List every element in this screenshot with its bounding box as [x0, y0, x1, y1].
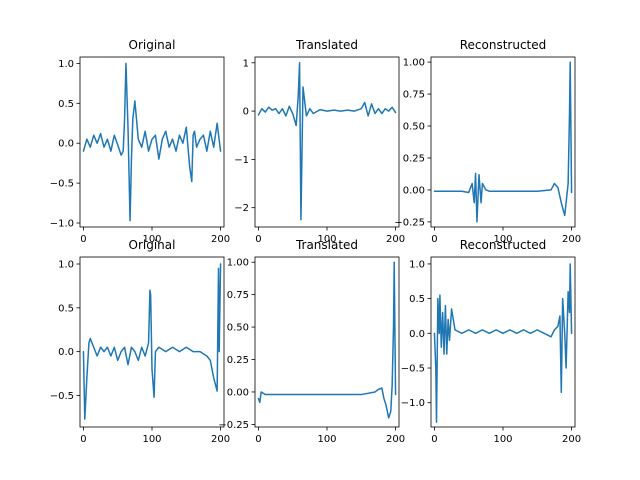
subplot-4: 0 100 200 −0.5 0.0 0.5 1.0 Original: [50, 238, 230, 445]
x-tick-label: 100: [493, 434, 512, 445]
subplot-6: 0 100 200 −1.0 −0.5 0.0 0.5 1.0 Reconstructed: [401, 238, 581, 445]
y-tick-label: 0.50: [403, 122, 425, 133]
subplot-4-series-line: [82, 263, 222, 420]
y-tick-label: 0.5: [58, 303, 74, 314]
y-tick-label: −1.0: [50, 219, 74, 230]
y-tick-label: 0.00: [403, 185, 425, 196]
x-tick-label: 100: [493, 234, 512, 245]
subplot-3-series-line: [433, 61, 573, 223]
subplot-4-title: Original: [129, 238, 176, 252]
y-tick-label: 0.0: [409, 329, 425, 340]
x-tick-label: 200: [562, 234, 581, 245]
y-tick-label: 1.00: [403, 58, 425, 69]
y-tick-label: 0.75: [227, 290, 249, 301]
x-tick-label: 200: [386, 234, 405, 245]
y-tick-label: −0.5: [50, 391, 74, 402]
y-tick-label: −1: [234, 155, 249, 166]
x-tick-label: 200: [562, 434, 581, 445]
y-tick-label: −0.25: [394, 217, 425, 228]
y-tick-label: −0.25: [218, 420, 249, 431]
x-tick-label: 100: [317, 234, 336, 245]
x-tick-label: 0: [255, 234, 261, 245]
y-tick-label: 0.25: [227, 355, 249, 366]
x-tick-label: 200: [211, 434, 230, 445]
subplot-6-title: Reconstructed: [460, 238, 547, 252]
y-tick-label: −0.5: [50, 179, 74, 190]
subplot-5-series-line: [257, 261, 397, 419]
y-tick-label: 1.0: [58, 260, 74, 271]
subplot-5-title: Translated: [295, 238, 358, 252]
y-tick-label: 1: [243, 58, 249, 69]
subplot-2: 0 100 200 −2 −1 0 1 Translated: [234, 38, 405, 245]
subplot-2-series-line: [257, 62, 397, 221]
y-tick-label: 1.0: [58, 59, 74, 70]
y-tick-label: −1.0: [401, 398, 425, 409]
x-tick-label: 200: [386, 434, 405, 445]
x-tick-label: 100: [142, 434, 161, 445]
y-tick-label: 0.5: [58, 99, 74, 110]
y-tick-label: 0: [243, 107, 249, 118]
subplot-1: 0 100 200 −1.0 −0.5 0.0 0.5 1.0 Original: [50, 38, 230, 245]
x-tick-label: 0: [80, 434, 86, 445]
y-tick-label: 0.0: [58, 347, 74, 358]
y-tick-label: 1.00: [227, 258, 249, 269]
subplot-3: 0 100 200 −0.25 0.00 0.25 0.50 0.75 1.00 Reconstr…: [394, 38, 581, 245]
y-tick-label: 0.00: [227, 387, 249, 398]
x-tick-label: 0: [80, 234, 86, 245]
y-tick-label: 0.0: [58, 139, 74, 150]
y-tick-label: 0.25: [403, 153, 425, 164]
subplot-5: 0 100 200 −0.25 0.00 0.25 0.50 0.75 1.00 Translat…: [218, 238, 405, 445]
x-tick-label: 200: [211, 234, 230, 245]
x-tick-label: 100: [142, 234, 161, 245]
x-tick-label: 0: [431, 234, 437, 245]
subplot-6-series-line: [433, 263, 573, 423]
y-tick-label: 0.75: [403, 90, 425, 101]
y-tick-label: −0.5: [401, 364, 425, 375]
subplot-3-title: Reconstructed: [460, 38, 547, 52]
subplot-2-title: Translated: [295, 38, 358, 52]
x-tick-label: 0: [255, 434, 261, 445]
subplot-1-series-line: [82, 62, 222, 222]
y-tick-label: 0.50: [227, 323, 249, 334]
x-tick-label: 100: [317, 434, 336, 445]
x-tick-label: 0: [431, 434, 437, 445]
y-tick-label: 1.0: [409, 259, 425, 270]
y-tick-label: 0.5: [409, 294, 425, 305]
y-tick-label: −2: [234, 203, 249, 214]
subplot-1-title: Original: [129, 38, 176, 52]
